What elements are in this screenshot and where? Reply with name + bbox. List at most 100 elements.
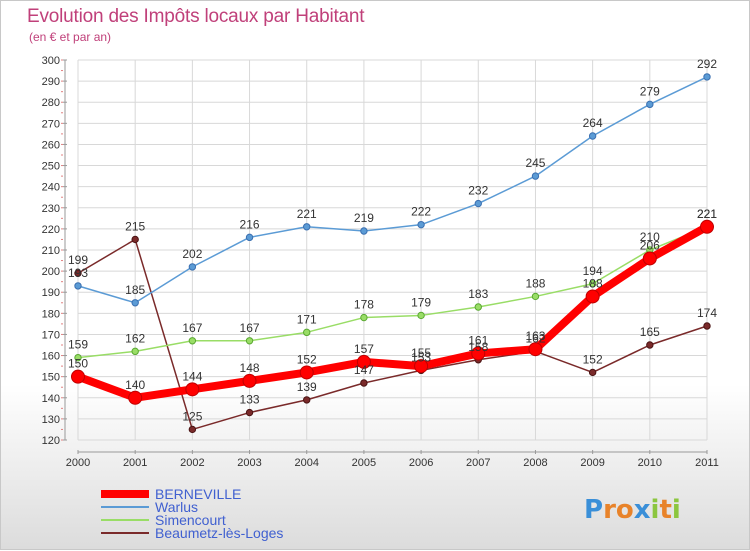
data-point — [128, 390, 143, 405]
data-label: 193 — [68, 266, 88, 280]
x-tick-label: 2003 — [237, 457, 261, 469]
data-point — [131, 299, 139, 307]
data-label: 221 — [697, 207, 717, 221]
x-tick-label: 2008 — [523, 457, 547, 469]
y-tick-label: 300 — [42, 55, 60, 67]
data-point — [74, 269, 82, 277]
data-point — [303, 328, 311, 337]
y-tick-label: 140 — [42, 393, 60, 405]
y-tick-label: 190 — [42, 287, 60, 299]
x-tick-label: 2001 — [123, 457, 147, 469]
y-tick-label: 230 — [42, 203, 60, 215]
data-label: 219 — [354, 211, 374, 225]
y-tick-label: 150 — [42, 372, 60, 384]
data-point — [417, 311, 425, 320]
x-tick-label: 2006 — [409, 457, 433, 469]
data-label: 171 — [297, 312, 317, 326]
chart-subtitle: (en € et par an) — [29, 30, 112, 44]
y-tick-label: 210 — [42, 245, 60, 257]
y-tick-label: 160 — [42, 351, 60, 363]
x-tick-label: 2011 — [695, 457, 719, 469]
data-point — [242, 373, 257, 388]
logo-letter: o — [616, 495, 634, 525]
data-label: 162 — [525, 331, 545, 345]
chart-title: Evolution des Impôts locaux par Habitant — [27, 6, 365, 27]
data-label: 206 — [640, 238, 660, 252]
data-point — [474, 199, 482, 208]
logo-letter: r — [603, 495, 616, 525]
x-tick-label: 2004 — [294, 457, 318, 469]
data-point — [646, 100, 654, 109]
data-point — [703, 322, 711, 330]
y-tick-label: 220 — [42, 224, 60, 236]
data-label: 157 — [354, 342, 374, 356]
data-label: 167 — [182, 321, 202, 335]
data-label: 232 — [468, 184, 488, 198]
y-tick-label: 280 — [42, 97, 60, 109]
data-label: 185 — [125, 283, 145, 297]
data-label: 202 — [182, 247, 202, 261]
legend-label: Warlus — [155, 499, 198, 515]
data-label: 179 — [411, 295, 431, 309]
y-tick-label: 170 — [42, 329, 60, 341]
data-label: 147 — [354, 363, 374, 377]
legend: BERNEVILLEWarlusSimencourtBeaumetz-lès-L… — [101, 486, 283, 541]
data-point — [531, 292, 540, 301]
proxiti-logo: Proxiti — [584, 495, 681, 525]
data-point — [131, 235, 139, 244]
data-point — [531, 172, 540, 180]
data-label: 188 — [525, 276, 545, 290]
data-point — [303, 223, 311, 231]
data-point — [188, 337, 197, 345]
series-line-beaumetz-l-s-loges — [77, 238, 708, 431]
data-point — [185, 382, 200, 397]
x-tick-label: 2000 — [66, 457, 90, 469]
data-point — [585, 289, 600, 304]
data-point — [245, 337, 254, 345]
data-label: 148 — [240, 361, 260, 375]
logo-letter: t — [659, 495, 671, 525]
data-label: 221 — [697, 207, 717, 221]
x-tick-label: 2009 — [580, 457, 604, 469]
data-point — [642, 251, 657, 266]
data-point — [588, 280, 597, 288]
data-label: 152 — [297, 352, 317, 366]
y-tick-label: 120 — [42, 435, 60, 447]
data-label: 199 — [68, 253, 88, 267]
data-point — [131, 347, 139, 356]
series-line-warlus — [77, 76, 708, 304]
data-label: 174 — [697, 306, 717, 320]
series-line-berneville — [74, 222, 711, 402]
data-point — [528, 342, 543, 357]
data-point — [471, 346, 486, 361]
data-label: 222 — [411, 205, 431, 219]
data-label: 245 — [525, 156, 545, 170]
x-tick-label: 2007 — [466, 457, 490, 469]
data-label: 183 — [468, 287, 488, 301]
data-label: 158 — [468, 340, 488, 354]
data-label: 292 — [697, 57, 717, 71]
y-tick-label: 240 — [42, 182, 60, 194]
data-label: 144 — [182, 369, 202, 383]
data-label: 152 — [583, 352, 603, 366]
x-tick-label: 2010 — [638, 457, 662, 469]
data-point — [360, 227, 368, 235]
logo-letter: P — [584, 495, 603, 525]
y-tick-label: 180 — [42, 308, 60, 320]
y-tick-label: 290 — [42, 76, 60, 88]
data-label: 216 — [240, 217, 260, 231]
data-label: 165 — [640, 325, 660, 339]
logo-letter: i — [672, 495, 681, 525]
series-points — [71, 73, 714, 434]
data-label: 215 — [125, 219, 145, 233]
data-label: 188 — [583, 276, 603, 290]
data-point — [474, 303, 482, 311]
legend-label: BERNEVILLE — [155, 486, 241, 502]
data-label: 210 — [640, 230, 660, 244]
y-tick-label: 130 — [42, 414, 60, 426]
data-label: 178 — [354, 298, 374, 312]
data-label: 221 — [297, 207, 317, 221]
series-lines — [74, 76, 711, 431]
data-point — [360, 313, 368, 322]
